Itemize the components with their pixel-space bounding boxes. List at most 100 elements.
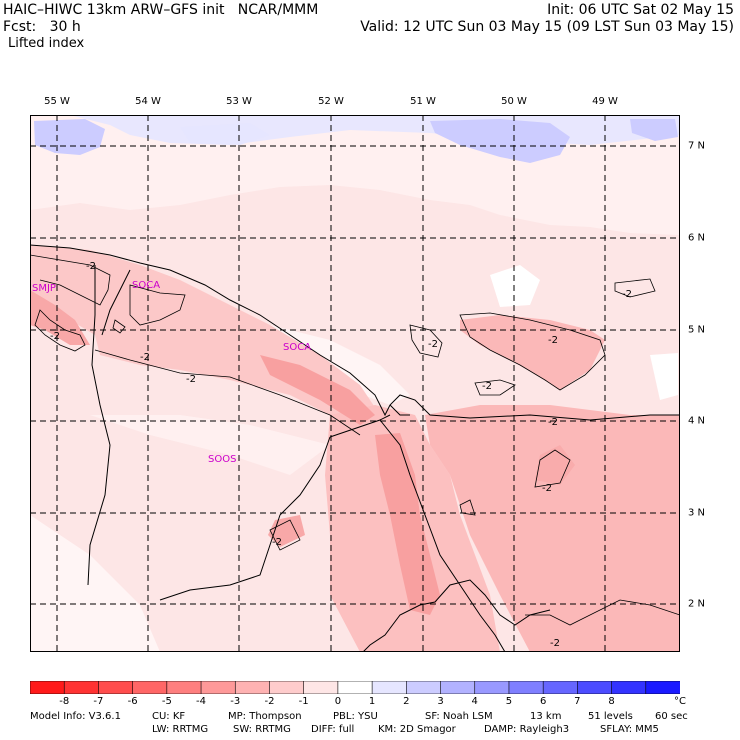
lat-label-5n: 5 N [688, 324, 706, 336]
lon-label-50w: 50 W [501, 96, 527, 107]
positive-li-region [630, 119, 678, 141]
positive-li-region [180, 123, 270, 145]
resolution: 13 km [530, 711, 562, 722]
lon-label-55w: 55 W [44, 96, 70, 107]
colorbar-cell [234, 681, 271, 694]
lat-label-7n: 7 N [688, 140, 706, 152]
lon-label-53w: 53 W [226, 96, 252, 107]
colorbar-tick-label: 1 [368, 696, 376, 707]
lon-label-51w: 51 W [410, 96, 436, 107]
colorbar [30, 681, 680, 694]
colorbar-cell [98, 681, 134, 694]
lifted-index-map: SMJP SOCA SOCA SOOS -2 -2 -2 -2 -2 -2 -2… [30, 115, 680, 652]
colorbar-cell [371, 681, 408, 694]
lat-label-6n: 6 N [688, 232, 706, 244]
strong-unstable-zone [260, 355, 375, 425]
forecast-hour: Fcst: 30 h [3, 19, 81, 35]
station-label: SMJP [32, 283, 56, 294]
contour-label: -2 [550, 638, 560, 649]
contour-label: -2 [548, 417, 558, 428]
strong-unstable-zone [375, 433, 440, 615]
contour-label: -2 [622, 289, 632, 300]
colorbar-tick-label: 4 [471, 696, 478, 707]
neutral-patch [490, 265, 540, 307]
colorbar-tick-label: -2 [264, 696, 275, 707]
positive-li-region [430, 119, 570, 163]
unstable-patch [30, 290, 90, 345]
station-label: SOCA [132, 280, 160, 291]
colorbar-tick-label: -6 [127, 696, 138, 707]
colorbar-cell [440, 681, 476, 694]
lat-label-3n: 3 N [688, 507, 706, 519]
lat-label-4n: 4 N [688, 415, 706, 427]
colorbar-tick-label: -1 [298, 696, 309, 707]
coastline [30, 244, 680, 652]
cu-scheme: CU: KF [152, 711, 186, 722]
colorbar-cell [406, 681, 442, 694]
colorbar-cell [200, 681, 237, 694]
lat-label-2n: 2 N [688, 598, 706, 610]
neutral-patch [90, 415, 330, 475]
lon-label-52w: 52 W [318, 96, 344, 107]
colorbar-cell [63, 681, 100, 694]
unstable-patch [535, 445, 575, 485]
lon-label-49w: 49 W [592, 96, 618, 107]
colorbar-tick-label: 3 [437, 696, 444, 707]
field-name: Lifted index [8, 36, 85, 51]
valid-time: Valid: 12 UTC Sun 03 May 15 (09 LST Sun … [360, 19, 734, 35]
contour-label: -2 [186, 374, 196, 385]
unstable-zone [460, 315, 605, 390]
colorbar-tick-label: 6 [539, 696, 547, 707]
sw-scheme: SW: RRTMG [233, 724, 291, 735]
sflay-scheme: SFLAY: MM5 [600, 724, 659, 735]
colorbar-cell [645, 681, 680, 694]
levels: 51 levels [588, 711, 633, 722]
contour-label: -2 [272, 537, 282, 548]
pbl-scheme: PBL: YSU [333, 711, 378, 722]
colorbar-cell [542, 681, 579, 694]
lon-label-54w: 54 W [135, 96, 161, 107]
neutral-patch [650, 353, 678, 400]
colorbar-tick-label: -5 [161, 696, 172, 707]
colorbar-tick-label: 0 [334, 696, 342, 707]
colorbar-tick-label: 5 [505, 696, 513, 707]
colorbar-tick-label: -4 [196, 696, 207, 707]
unstable-zone [425, 405, 680, 652]
model-info: Model Info: V3.6.1 [30, 711, 121, 722]
colorbar-cell [132, 681, 168, 694]
station-label: SOOS [208, 454, 236, 465]
colorbar-cell [577, 681, 613, 694]
colorbar-tick-label: 7 [574, 696, 581, 707]
colorbar-cell [30, 681, 66, 694]
map-border [30, 115, 680, 652]
mp-scheme: MP: Thompson [228, 711, 302, 722]
colorbar-cell [474, 681, 510, 694]
lw-scheme: LW: RRTMG [152, 724, 209, 735]
colorbar-cell [303, 681, 339, 694]
contour-label: -2 [482, 381, 492, 392]
colorbar-cell [337, 681, 373, 694]
colorbar-tick-label: -7 [93, 696, 104, 707]
contour-lines [30, 254, 680, 626]
neutral-patch [30, 515, 160, 652]
colorbar-tick-label: 2 [403, 696, 410, 707]
sf-scheme: SF: Noah LSM [425, 711, 493, 722]
station-label: SOCA [283, 342, 311, 353]
contour-label: -2 [428, 339, 438, 350]
contour-label: -2 [548, 335, 558, 346]
colorbar-unit: °C [674, 696, 686, 707]
contour-label: -2 [140, 352, 150, 363]
model-title: HAIC–HIWC 13km ARW–GFS init NCAR/MMM [3, 2, 319, 18]
contour-label: -2 [50, 331, 60, 342]
diff-scheme: DIFF: full [311, 724, 355, 735]
colorbar-cell [166, 681, 202, 694]
colorbar-tick-label: -8 [59, 696, 70, 707]
country-borders [87, 265, 506, 652]
init-time: Init: 06 UTC Sat 02 May 15 [547, 2, 734, 18]
colorbar-cell [611, 681, 647, 694]
timestep: 60 sec [655, 711, 688, 722]
colorbar-cell [508, 681, 544, 694]
lat-lon-grid [30, 115, 680, 652]
colorbar-tick-label: 8 [608, 696, 615, 707]
colorbar-cell [269, 681, 305, 694]
